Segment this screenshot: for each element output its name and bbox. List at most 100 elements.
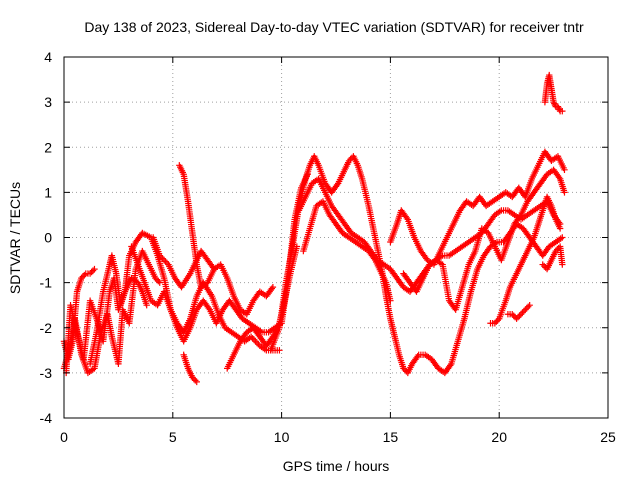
x-tick-label: 10 [274,429,290,445]
y-tick-label: -2 [40,320,53,336]
data-point [554,246,561,253]
grid [64,57,608,418]
y-axis-label: SDTVAR / TECUs [7,182,23,294]
data-point [152,274,159,282]
y-tick-label: 3 [44,94,52,110]
data-point [493,318,500,325]
y-tick-label: 0 [44,230,52,246]
data-point [509,311,516,318]
data-point [276,347,283,354]
x-tick-label: 0 [60,429,68,445]
y-tick-label: -3 [40,365,53,381]
y-tick-label: -1 [40,275,53,291]
y-tick-label: 2 [44,139,52,155]
data-point [193,378,200,386]
data-point [333,181,341,189]
data-point [522,306,529,313]
x-axis-label: GPS time / hours [283,458,390,474]
data-point [91,265,98,273]
data-point [192,377,199,384]
series-arc-15 [487,193,564,327]
data-point [447,362,454,369]
data-point [86,270,94,277]
data-point [162,258,169,265]
data-point [345,157,353,164]
data-point [559,234,566,241]
data-point [539,261,546,268]
data-series [60,71,568,386]
data-point [205,304,212,312]
x-tick-label: 25 [600,429,616,445]
data-point [559,261,566,268]
series-arc-16 [504,301,533,322]
data-point [269,283,277,291]
data-point [253,339,261,346]
data-point [540,262,548,270]
data-point [555,174,563,181]
data-point [513,315,520,322]
data-point [516,312,523,319]
series-arc-11 [300,198,394,304]
data-point [156,252,163,259]
data-point [523,304,530,312]
data-point [494,317,501,324]
data-point [555,104,562,112]
data-point [247,333,255,340]
series-arc-5 [128,171,311,345]
data-point [561,166,568,174]
data-point [160,256,168,264]
data-point [551,100,558,107]
chart-title: Day 138 of 2023, Sidereal Day-to-day VTE… [84,19,584,35]
tick-labels: 0 5 10 15 20 25 -4 -3 -2 -1 0 1 2 3 4 [40,49,616,445]
series-arc-13 [387,148,568,268]
data-point [517,311,525,318]
data-point [155,277,162,285]
data-point [403,214,410,222]
data-point [88,268,95,276]
data-point [79,273,87,280]
data-point [268,285,276,292]
x-tick-label: 20 [491,429,507,445]
data-point [189,374,196,381]
x-tick-label: 5 [169,429,177,445]
data-point [561,189,568,196]
data-point [249,335,256,342]
data-point [556,225,564,232]
data-point [514,314,522,321]
series-arc-14 [400,166,568,313]
data-point [516,213,524,220]
data-point [526,301,533,309]
x-tick-label: 15 [383,429,399,445]
data-point [414,353,421,360]
data-point [520,308,528,315]
data-point [400,365,407,372]
tick-marks [63,56,609,419]
y-tick-label: -4 [40,410,53,426]
data-point [153,276,161,283]
data-point [81,271,88,279]
data-point [159,255,166,262]
data-point [89,267,97,274]
data-point [252,338,259,345]
data-point [556,106,563,113]
data-point [78,274,85,282]
series-arc-17 [539,243,566,273]
series-arc-7 [176,162,277,318]
series-arc-6 [150,234,218,291]
data-point [401,366,409,374]
data-point [510,312,517,319]
data-point [491,320,499,327]
series-arc-3 [62,274,150,377]
data-point [387,297,394,304]
data-point [250,336,258,343]
data-point [519,309,526,316]
y-tick-label: 4 [44,49,52,65]
data-point [143,301,150,309]
data-point [347,156,354,163]
data-point [163,259,171,267]
data-point [550,98,557,106]
y-tick-label: 1 [44,184,52,200]
data-point [551,101,559,109]
